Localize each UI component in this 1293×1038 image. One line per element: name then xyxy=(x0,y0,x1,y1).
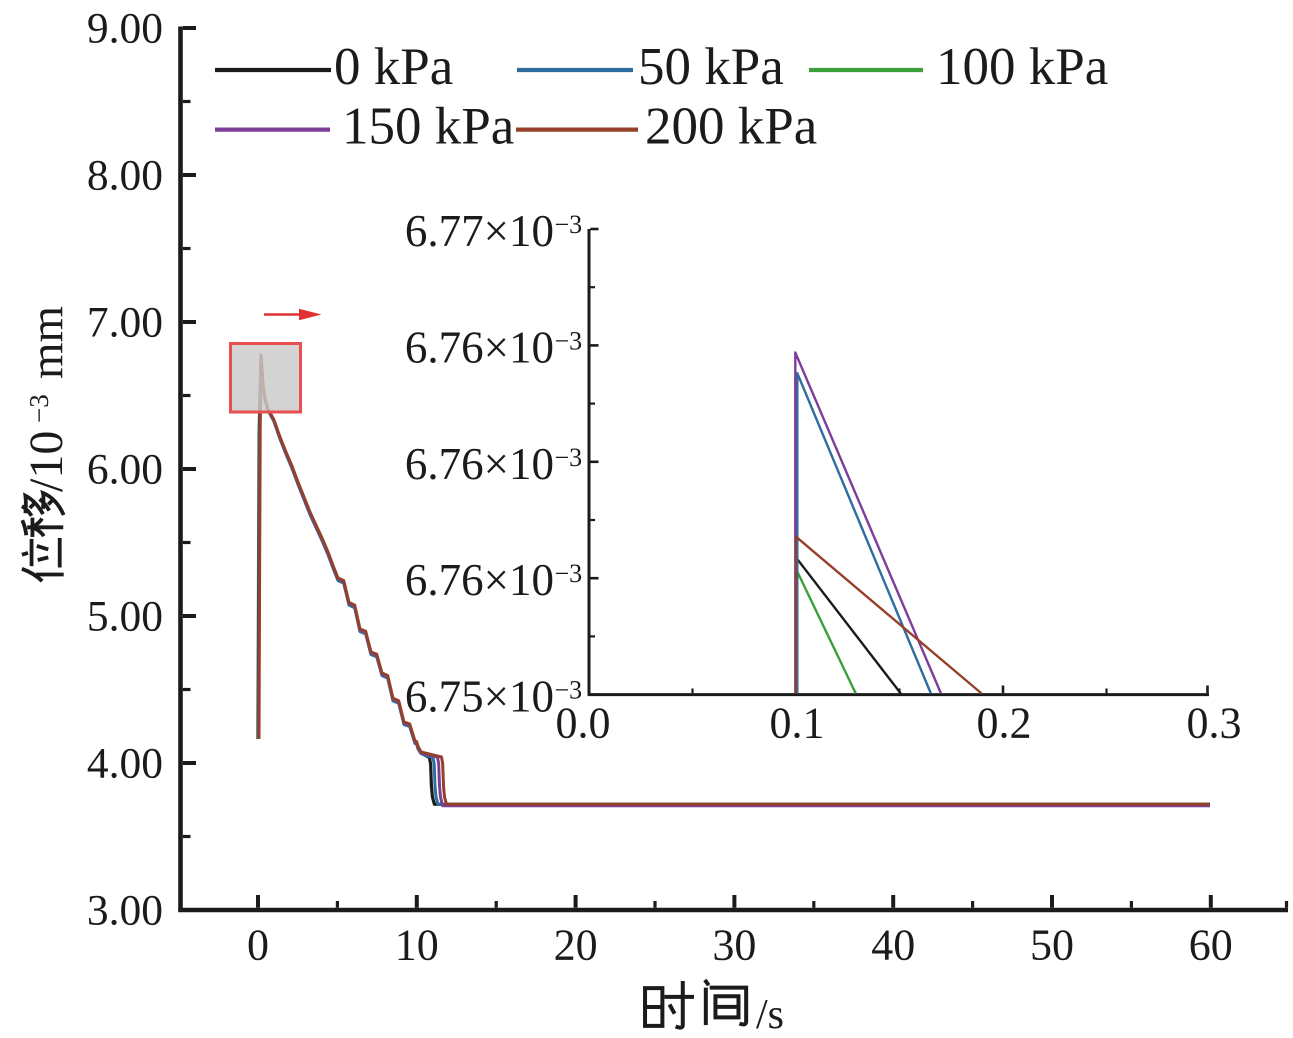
svg-text:20: 20 xyxy=(554,921,598,970)
svg-text:6.76×10: 6.76×10 xyxy=(405,439,554,489)
svg-text:0: 0 xyxy=(247,921,269,970)
svg-text:6.75×10: 6.75×10 xyxy=(405,672,554,722)
svg-text:−3: −3 xyxy=(555,326,583,355)
svg-text:−3: −3 xyxy=(24,394,54,423)
svg-text:7.00: 7.00 xyxy=(87,299,163,347)
svg-text:6.76×10: 6.76×10 xyxy=(405,322,554,372)
svg-text:10: 10 xyxy=(395,921,439,970)
svg-text:6.00: 6.00 xyxy=(87,446,163,494)
svg-text:3.00: 3.00 xyxy=(87,887,163,935)
svg-text:/10: /10 xyxy=(20,431,73,492)
svg-text:0.2: 0.2 xyxy=(977,699,1032,748)
svg-text:0.1: 0.1 xyxy=(770,699,825,748)
svg-text:6.77×10: 6.77×10 xyxy=(405,206,554,256)
svg-text:−3: −3 xyxy=(555,559,583,588)
svg-text:100 kPa: 100 kPa xyxy=(936,38,1108,96)
svg-text:9.00: 9.00 xyxy=(87,5,163,53)
svg-text:50: 50 xyxy=(1030,921,1074,970)
svg-text:50 kPa: 50 kPa xyxy=(638,38,784,96)
svg-text:−3: −3 xyxy=(555,210,583,239)
svg-text:4.00: 4.00 xyxy=(87,740,163,788)
svg-text:mm: mm xyxy=(21,306,73,379)
svg-text:30: 30 xyxy=(712,921,756,970)
svg-text:5.00: 5.00 xyxy=(87,593,163,641)
svg-text:/s: /s xyxy=(756,992,784,1038)
svg-text:200 kPa: 200 kPa xyxy=(645,98,817,156)
svg-text:0.0: 0.0 xyxy=(556,699,611,748)
svg-text:−3: −3 xyxy=(555,443,583,472)
svg-text:150 kPa: 150 kPa xyxy=(342,98,514,156)
svg-text:0.3: 0.3 xyxy=(1187,699,1242,748)
svg-text:6.76×10: 6.76×10 xyxy=(405,555,554,605)
svg-text:40: 40 xyxy=(871,921,915,970)
svg-text:0 kPa: 0 kPa xyxy=(334,38,453,96)
svg-text:60: 60 xyxy=(1189,921,1233,970)
svg-text:8.00: 8.00 xyxy=(87,152,163,200)
svg-text:−3: −3 xyxy=(555,676,583,705)
